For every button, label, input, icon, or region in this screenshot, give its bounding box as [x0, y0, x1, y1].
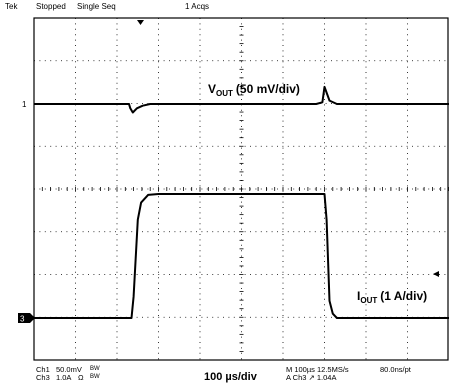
ch3-marker-label: 3	[20, 315, 25, 324]
ch3-label: Ch3	[36, 373, 50, 382]
trigger-position-marker	[137, 20, 144, 25]
vout-series-label: VOUT (50 mV/div)	[208, 82, 300, 98]
ch1-bandwidth-limit: BW	[90, 366, 100, 372]
ch1-scale: 50.0mV	[56, 365, 82, 374]
ch3-bandwidth-limit: BW	[90, 374, 100, 380]
ch3-impedance: Ω	[78, 373, 84, 382]
acquisition-count: 1 Acqs	[185, 2, 210, 11]
time-per-division: 100 µs/div	[204, 371, 257, 383]
ch1-label: Ch1	[36, 365, 50, 374]
record-resolution: 80.0ns/pt	[380, 365, 411, 374]
trigger-readout: A Ch3 ↗ 1.04A	[286, 373, 337, 382]
iout-series-label: IOUT (1 A/div)	[357, 289, 427, 305]
graticule-frame	[33, 17, 449, 361]
timebase-readout: M 100µs 12.5MS/s	[286, 365, 349, 374]
acquisition-state: Stopped	[36, 2, 66, 11]
iout-trace	[34, 193, 449, 319]
traces	[34, 85, 449, 319]
vout-trace	[34, 85, 449, 114]
trigger-level-marker	[433, 271, 439, 277]
brand-label: Tek	[5, 2, 18, 11]
graticule-border	[33, 17, 449, 361]
ch3-ground-marker: 3	[18, 313, 35, 324]
sequence-mode: Single Seq	[77, 2, 116, 11]
ch3-scale: 1.0A	[56, 373, 72, 382]
ch1-ground-marker: 1	[22, 100, 27, 109]
graticule	[33, 17, 449, 361]
channel-markers: 1 3	[18, 20, 439, 324]
